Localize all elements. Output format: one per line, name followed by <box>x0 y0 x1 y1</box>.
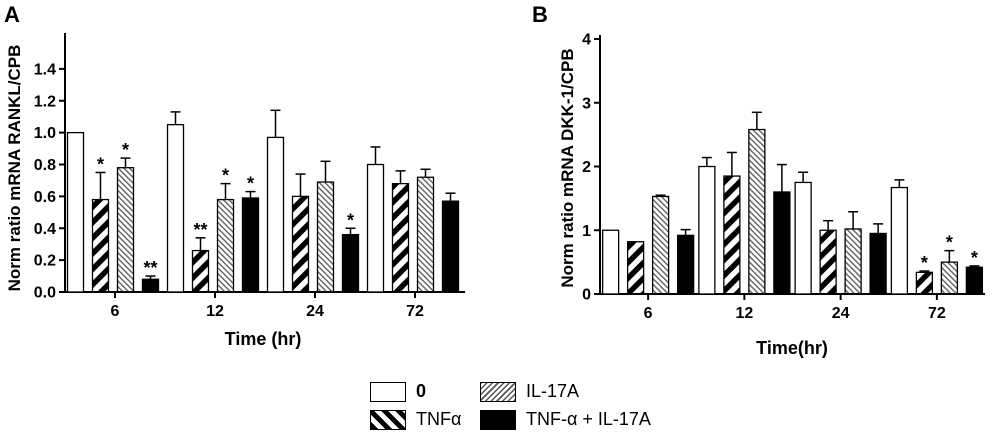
panel-a: A Norm ratio mRNA RANKL/CPB Time (hr) 0.… <box>4 2 465 349</box>
panel-a-bar-tnfa <box>391 182 410 293</box>
panel-b-bar-tnfa <box>626 241 645 295</box>
legend-label-control: 0 <box>416 381 427 401</box>
panel-b-bar-il17a <box>748 128 766 295</box>
panel-b-bar-tnfa-il17a <box>676 234 695 295</box>
panel-a-significance-marker: * <box>222 166 229 186</box>
panel-b-y-tick-label: 3 <box>582 95 591 112</box>
panel-b-y-tick-label: 1 <box>582 223 591 240</box>
panel-a-y-tick-label: 0.8 <box>34 157 56 174</box>
panel-b-bar-tnfa-il17a <box>965 266 984 295</box>
panel-a-y-tick-label: 1.4 <box>34 61 56 78</box>
panel-a-plot-area: 0.00.20.40.60.81.01.21.46****12*** *24*72 <box>34 33 465 320</box>
panel-a-bar-tnfa <box>291 195 310 293</box>
panel-a-y-tick-label: 1.0 <box>34 125 56 142</box>
panel-b-y-tick-label: 0 <box>582 287 591 304</box>
panel-a-label: A <box>4 2 20 27</box>
panel-a-bar-tnfa-il17a <box>441 200 460 293</box>
panel-a-y-tick-label: 0.6 <box>34 189 56 206</box>
panel-a-y-tick-label: 0.4 <box>34 221 56 238</box>
panel-a-bar-control <box>366 163 385 293</box>
panel-a-bar-tnfa <box>191 249 210 293</box>
panel-b-y-axis-label: Norm ratio mRNA DKK-1/CPB <box>558 48 577 287</box>
panel-a-y-tick-label: 0.0 <box>34 285 56 302</box>
legend-item-il17a: IL-17A <box>480 381 579 402</box>
panel-a-x-tick-label: 24 <box>306 303 324 320</box>
panel-a-x-tick-label: 12 <box>206 303 224 320</box>
legend-swatch-control <box>370 381 406 402</box>
panel-a-x-tick-label: 6 <box>111 303 120 320</box>
legend-label-tnfa-il17a: TNF-α + IL-17A <box>526 409 651 429</box>
panel-a-significance-marker: * <box>347 210 354 230</box>
panel-b-y-tick-label: 2 <box>582 159 591 176</box>
panel-b-x-tick-label: 6 <box>644 305 653 322</box>
legend-swatch-tnfa-il17a <box>480 409 516 430</box>
panel-b-bar-control <box>698 165 716 295</box>
panel-a-bar-tnfa-il17a <box>241 197 260 293</box>
panel-b-bar-tnfa <box>819 229 837 295</box>
panel-a-y-tick-label: 1.2 <box>34 93 56 110</box>
panel-b-x-axis-label: Time(hr) <box>756 338 828 358</box>
legend-item-tnfa: TNFα <box>370 409 461 430</box>
panel-b: B Norm ratio mRNA DKK-1/CPB Time(hr) 012… <box>532 2 985 358</box>
legend-swatch-tnfa <box>370 409 406 430</box>
panel-a-bar-tnfa-il17a <box>341 233 360 293</box>
legend-item-tnfa-il17a: TNF-α + IL-17A <box>480 409 651 430</box>
panel-b-bar-tnfa <box>915 271 934 295</box>
panel-a-x-axis-label: Time (hr) <box>225 329 302 349</box>
panel-a-significance-marker: * <box>122 140 129 160</box>
legend-item-control: 0 <box>370 381 426 402</box>
panel-b-significance-marker: * <box>921 253 928 273</box>
legend-label-tnfa: TNFα <box>416 409 462 429</box>
legend-label-il17a: IL-17A <box>526 381 580 401</box>
panel-a-bar-control <box>66 131 85 293</box>
panel-a-bar-il17a <box>216 198 235 293</box>
panel-b-significance-marker: * <box>946 233 953 253</box>
panel-a-bar-control <box>266 136 285 293</box>
panel-a-bar-control <box>166 124 185 293</box>
panel-b-bar-control <box>794 181 812 295</box>
panel-a-significance-marker: ** <box>193 220 207 240</box>
panel-a-bar-il17a <box>416 176 435 293</box>
panel-b-bar-control <box>601 229 620 295</box>
panel-b-label: B <box>532 2 548 27</box>
panel-a-x-tick-label: 72 <box>406 303 424 320</box>
panel-b-bar-control <box>890 186 909 295</box>
panel-b-bar-tnfa-il17a <box>869 232 887 295</box>
legend-swatch-il17a <box>480 381 516 402</box>
panel-b-bar-il17a <box>940 261 959 295</box>
panel-b-significance-marker: * <box>971 248 978 268</box>
panel-a-significance-marker: * <box>97 154 104 174</box>
panel-b-x-tick-label: 12 <box>735 305 753 322</box>
legend: 0 TNFα IL-17A TNF-α + IL-17A <box>370 378 700 434</box>
panel-a-bar-il17a <box>316 181 335 293</box>
panel-a-y-tick-label: 0.2 <box>34 253 56 270</box>
panel-b-x-tick-label: 24 <box>832 305 850 322</box>
panel-b-bar-tnfa <box>723 175 741 295</box>
panel-b-bar-il17a <box>651 195 670 295</box>
panel-a-y-axis-label: Norm ratio mRNA RANKL/CPB <box>5 45 24 292</box>
panel-b-y-tick-label: 4 <box>582 32 591 49</box>
panel-b-bar-il17a <box>844 228 862 295</box>
panel-a-bar-il17a <box>116 167 135 293</box>
panel-a-significance-marker: * <box>247 174 254 194</box>
panel-b-x-tick-label: 72 <box>928 305 946 322</box>
panel-a-significance-marker: ** <box>143 258 157 278</box>
panel-a-bar-tnfa <box>91 198 110 293</box>
panel-a-bar-tnfa-il17a <box>141 278 160 293</box>
panel-b-bar-tnfa-il17a <box>773 191 791 295</box>
